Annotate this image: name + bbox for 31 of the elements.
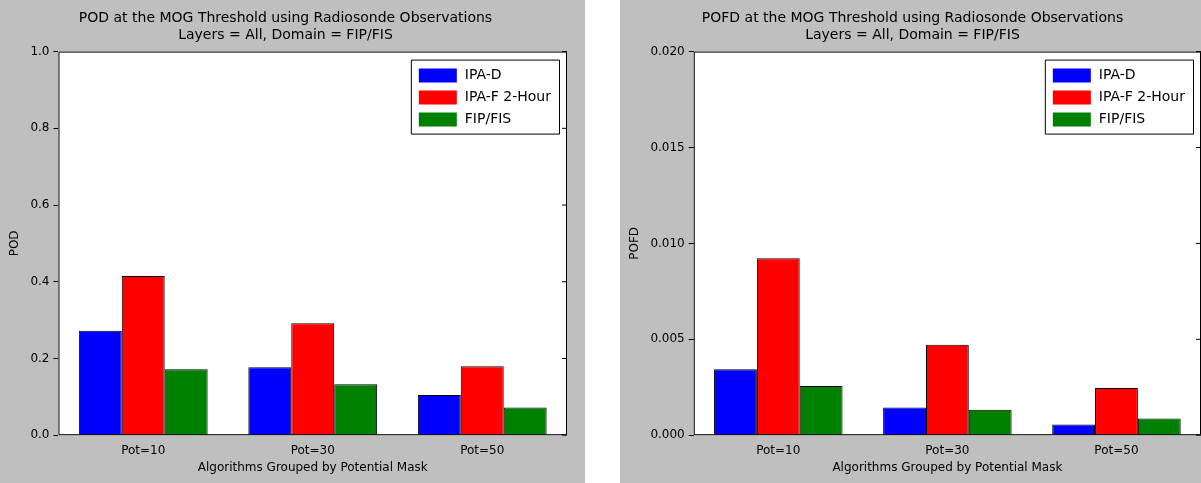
y-tick-label: 1.0 [30, 43, 50, 58]
y-tick-label: 0.8 [30, 120, 50, 135]
x-axis-title: Algorithms Grouped by Potential Mask [832, 459, 1063, 474]
y-axis-title: POFD [627, 226, 642, 260]
y-axis-title: POD [7, 230, 22, 257]
y-tick-label: 0.005 [650, 331, 685, 346]
legend-label: FIP/FIS [464, 110, 512, 127]
y-tick-label: 0.010 [650, 235, 685, 250]
y-tick-label: 0.000 [650, 427, 685, 442]
legend-label: IPA-D [1098, 66, 1136, 83]
chart-subtitle: Layers = All, Domain = FIP/FIS [178, 25, 393, 42]
y-tick-label: 0.6 [30, 197, 50, 212]
x-axis-title: Algorithms Grouped by Potential Mask [197, 459, 428, 474]
y-tick-label: 0.2 [30, 350, 50, 365]
y-tick-label: 0.4 [30, 273, 50, 288]
x-tick-label: Pot=50 [1094, 442, 1139, 457]
y-tick-label: 0.0 [30, 427, 50, 442]
y-tick-label: 0.020 [650, 43, 685, 58]
x-tick-label: Pot=30 [290, 442, 335, 457]
chart-title: POD at the MOG Threshold using Radiosonde Observations [78, 9, 493, 26]
x-tick-label: Pot=10 [756, 442, 801, 457]
x-tick-label: Pot=50 [460, 442, 505, 457]
legend-label: IPA-D [464, 66, 502, 83]
x-tick-label: Pot=10 [121, 442, 166, 457]
legend-label: FIP/FIS [1098, 110, 1146, 127]
chart-title: POFD at the MOG Threshold using Radiosonde Observations [701, 9, 1124, 26]
legend-label: IPA-F 2-Hour [1098, 88, 1186, 105]
legend-label: IPA-F 2-Hour [464, 88, 552, 105]
x-tick-label: Pot=30 [925, 442, 970, 457]
chart-subtitle: Layers = All, Domain = FIP/FIS [805, 25, 1020, 42]
y-tick-label: 0.015 [650, 139, 685, 154]
